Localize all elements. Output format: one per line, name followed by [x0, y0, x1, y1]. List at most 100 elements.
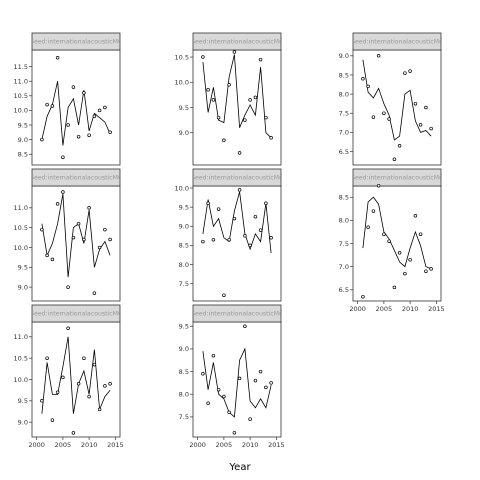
- panel-2: Seed:internationalacousticMu 9.0 9.5 10.0 10…: [175, 32, 283, 166]
- data-point: [258, 228, 263, 232]
- strip-background: [192, 32, 282, 51]
- y-tick-label: 10.5: [14, 354, 28, 362]
- data-point: [382, 232, 386, 236]
- data-point: [45, 253, 49, 258]
- y-tick-label: 8.5: [179, 368, 189, 376]
- data-point: [108, 382, 112, 386]
- x-tick-label: 2000: [349, 305, 366, 313]
- y-tick-label: 8.5: [179, 242, 189, 250]
- data-point: [87, 133, 91, 137]
- data-point: [211, 98, 216, 102]
- y-tick-label: 9.0: [179, 345, 189, 353]
- data-point: [92, 362, 97, 367]
- data-point: [264, 385, 268, 390]
- y-tick-label: 8.5: [18, 151, 28, 159]
- data-point: [76, 221, 81, 226]
- data-point: [264, 201, 268, 206]
- y-tick-label: 9.0: [18, 418, 28, 426]
- y-tick-label: 8.0: [339, 217, 349, 225]
- data-point: [248, 417, 252, 421]
- data-point: [211, 237, 216, 242]
- strip-background: [31, 304, 121, 323]
- data-point: [413, 214, 418, 218]
- y-tick-label: 9.5: [179, 203, 189, 211]
- strip-label: Seed:internationalacousticMu: [351, 175, 443, 182]
- data-point: [361, 77, 365, 81]
- y-tick-label: 9.5: [18, 121, 28, 129]
- panel-frame: [352, 49, 442, 166]
- data-point: [50, 418, 55, 422]
- y-tick-label: 7.0: [339, 129, 349, 137]
- data-point: [211, 353, 216, 358]
- panel-6: Seed:internationalacousticMu 6.5 7.0 7.5 8.0…: [339, 168, 445, 313]
- data-point: [206, 88, 210, 92]
- data-point: [269, 236, 273, 240]
- data-point: [392, 157, 397, 161]
- y-tick-label: 9.0: [339, 52, 349, 60]
- data-point: [201, 55, 205, 59]
- y-tick-label: 7.0: [339, 263, 349, 271]
- data-point: [222, 138, 226, 143]
- data-point: [55, 390, 60, 395]
- data-point: [371, 115, 376, 119]
- panel-7: Seed:internationalacousticMu 9.0 9.5 10.0 10…: [14, 304, 124, 449]
- data-point: [269, 381, 273, 385]
- x-tick-label: 2015: [107, 441, 124, 449]
- data-point: [248, 98, 252, 102]
- data-point: [216, 207, 221, 211]
- data-point: [76, 382, 81, 386]
- y-tick-label: 7.5: [179, 280, 189, 288]
- series-line: [41, 193, 111, 278]
- series-line: [202, 347, 272, 418]
- data-point: [61, 190, 65, 194]
- data-point: [392, 285, 397, 290]
- panel-frame: [352, 185, 442, 302]
- data-point: [408, 69, 412, 73]
- y-tick-label: 9.0: [18, 136, 28, 144]
- strip-background: [352, 168, 442, 187]
- panel-frame: [31, 49, 121, 166]
- strip-label: Seed:internationalacousticMu: [191, 39, 283, 46]
- data-point: [61, 155, 65, 159]
- data-point: [92, 291, 97, 295]
- data-point: [387, 117, 391, 121]
- data-point: [45, 102, 49, 107]
- data-point: [61, 375, 65, 380]
- y-tick-label: 11.0: [14, 204, 28, 212]
- y-tick-label: 9.5: [179, 104, 189, 112]
- data-point: [66, 285, 70, 289]
- x-axis-title: Year: [228, 462, 251, 473]
- data-point: [397, 251, 402, 255]
- data-point: [103, 227, 107, 232]
- data-point: [71, 85, 76, 89]
- x-tick-label: 2015: [428, 305, 445, 313]
- data-point: [243, 234, 247, 238]
- x-tick-label: 2000: [28, 441, 45, 449]
- data-point: [387, 239, 391, 243]
- data-point: [97, 245, 102, 250]
- data-point: [50, 257, 55, 262]
- x-tick-label: 2010: [81, 441, 98, 449]
- panel-3: Seed:internationalacousticMu 6.5 7.0 7.5 8.0…: [339, 32, 442, 166]
- strip-background: [31, 32, 121, 51]
- data-point: [376, 183, 381, 188]
- data-point: [216, 115, 221, 120]
- panel-frame: [192, 185, 282, 302]
- x-tick-label: 2010: [242, 441, 259, 449]
- data-point: [382, 111, 386, 115]
- series-line: [41, 81, 111, 146]
- panel-frame: [192, 321, 282, 438]
- y-tick-label: 6.5: [339, 286, 349, 294]
- data-point: [108, 237, 112, 242]
- data-point: [376, 54, 381, 58]
- data-point: [227, 237, 231, 242]
- data-point: [237, 188, 242, 192]
- data-point: [418, 232, 423, 236]
- data-point: [222, 394, 226, 399]
- y-tick-label: 8.5: [339, 194, 349, 202]
- data-point: [429, 126, 433, 131]
- data-point: [92, 114, 97, 119]
- data-point: [403, 271, 407, 276]
- data-point: [103, 384, 107, 388]
